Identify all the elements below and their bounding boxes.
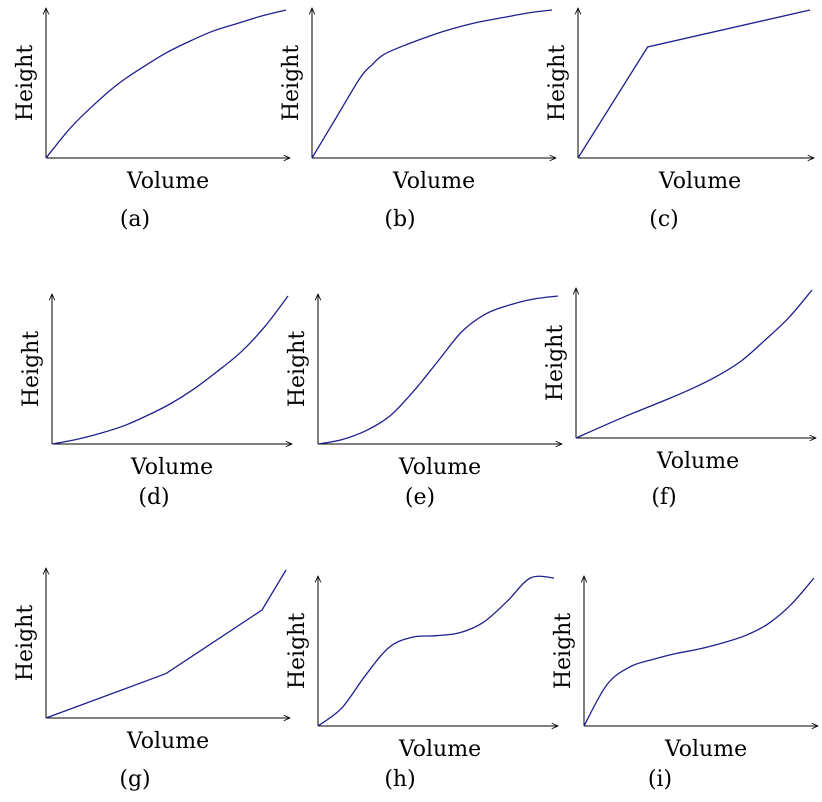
y-axis-label: Height xyxy=(545,45,570,121)
series-line xyxy=(577,9,811,159)
y-axis-label: Height xyxy=(19,331,44,407)
series-line xyxy=(45,9,287,159)
y-axis-label: Height xyxy=(551,613,576,689)
y-axis-label: Height xyxy=(285,331,310,407)
x-axis-label: Volume xyxy=(392,169,475,194)
y-axis-label: Height xyxy=(13,45,38,121)
x-axis-label: Volume xyxy=(126,169,209,194)
panel-caption: (d) xyxy=(138,485,169,510)
panel-b: Volume Height (b) xyxy=(279,8,556,232)
panel-caption: (a) xyxy=(120,207,150,232)
series-line xyxy=(51,295,289,445)
panel-caption: (f) xyxy=(651,485,676,510)
x-axis-label: Volume xyxy=(398,455,481,480)
panel-d: Volume Height (d) xyxy=(19,294,292,510)
x-axis-label: Volume xyxy=(664,737,747,762)
panel-caption: (i) xyxy=(648,767,672,792)
x-axis-label: Volume xyxy=(126,729,209,754)
panel-g: Volume Height (g) xyxy=(13,568,290,792)
panel-caption: (b) xyxy=(384,207,415,232)
y-axis-label: Height xyxy=(285,613,310,689)
series-line xyxy=(583,577,815,727)
series-line xyxy=(45,569,287,719)
panel-a: Volume Height (a) xyxy=(13,8,290,232)
panel-caption: (g) xyxy=(119,767,150,792)
y-axis-label: Height xyxy=(279,45,304,121)
series-line xyxy=(317,575,555,727)
series-line xyxy=(575,289,813,439)
x-axis-label: Volume xyxy=(398,737,481,762)
x-axis-label: Volume xyxy=(656,449,739,474)
panel-caption: (e) xyxy=(405,485,435,510)
y-axis-label: Height xyxy=(13,605,38,681)
y-axis-label: Height xyxy=(543,325,568,401)
panel-i: Volume Height (i) xyxy=(551,576,818,792)
x-axis-label: Volume xyxy=(130,455,213,480)
panel-h: Volume Height (h) xyxy=(285,576,558,792)
series-line xyxy=(317,295,559,445)
x-axis-label: Volume xyxy=(658,169,741,194)
panel-caption: (c) xyxy=(649,207,679,232)
panel-f: Volume Height (f) xyxy=(543,288,816,510)
panel-c: Volume Height (c) xyxy=(545,8,814,232)
panel-caption: (h) xyxy=(384,767,415,792)
panel-e: Volume Height (e) xyxy=(285,294,562,510)
series-line xyxy=(311,9,553,159)
